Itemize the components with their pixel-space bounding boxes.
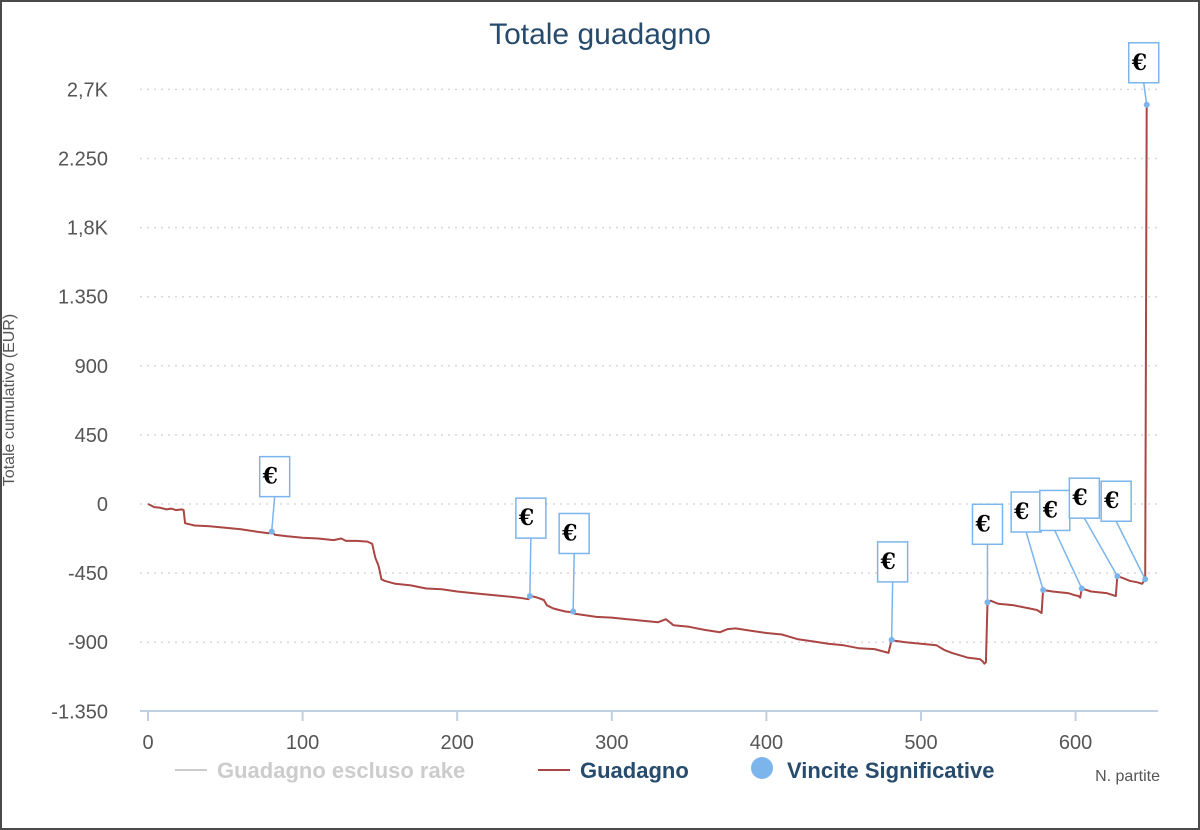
x-tick-label: 500 [904, 732, 937, 754]
highlight-point[interactable] [570, 608, 577, 615]
flag-stem [572, 553, 575, 612]
y-tick-label: 1.350 [58, 287, 108, 309]
series-line-guadagno[interactable] [147, 104, 1148, 665]
highlight-point[interactable] [1142, 576, 1149, 583]
x-tick-label: 200 [441, 732, 474, 754]
flag-box [1010, 491, 1042, 533]
flag-box [1127, 42, 1160, 84]
flag-label: € [1103, 488, 1119, 514]
highlight-point[interactable] [268, 528, 275, 535]
flag-label: € [1013, 499, 1029, 525]
y-tick-label: 0 [97, 494, 108, 516]
y-axis: 2,7K 2.250 1,8K 1.350 900 450 0 -450 -900 -1.350 [51, 79, 108, 723]
highlight-flag[interactable]: € [558, 512, 590, 615]
legend-item[interactable]: Guadagno [538, 758, 689, 783]
highlight-flag[interactable]: € [1127, 42, 1160, 108]
y-tick-label: 450 [75, 425, 108, 447]
flag-label: € [880, 549, 896, 575]
flag-label: € [518, 505, 534, 531]
highlight-flag[interactable]: € [876, 541, 909, 643]
highlight-point[interactable] [1143, 101, 1150, 108]
x-tick-label: 400 [750, 732, 783, 754]
highlight-flag[interactable]: € [1010, 491, 1047, 593]
flag-stem [1083, 517, 1118, 577]
flag-box [258, 455, 291, 498]
flag-stem [890, 581, 894, 640]
legend-label[interactable]: Guadagno escluso rake [217, 758, 465, 783]
y-tick-label: 1,8K [67, 218, 109, 240]
legend-item[interactable]: Vincite Significative [751, 757, 994, 783]
highlight-point[interactable] [984, 599, 991, 606]
flag-label: € [1131, 50, 1147, 76]
x-tick-label: 0 [142, 732, 153, 754]
y-tick-label: 900 [75, 356, 108, 378]
flag-box [971, 503, 1004, 546]
flag-stem [1115, 520, 1146, 580]
legend-item[interactable]: Guadagno escluso rake [175, 758, 465, 783]
flag-stem [270, 496, 276, 532]
y-tick-label: 2,7K [67, 79, 109, 101]
flag-box [1100, 480, 1132, 522]
x-tick-label: 300 [595, 732, 628, 754]
chart-title: Totale guadagno [489, 18, 711, 51]
y-tick-label: 2.250 [58, 149, 108, 171]
highlight-flags: € € € € € € € € € € [258, 42, 1160, 643]
x-tick-label: 100 [286, 732, 319, 754]
highlight-point[interactable] [1078, 585, 1085, 592]
flag-stem [1054, 530, 1083, 589]
highlight-flag[interactable]: € [515, 497, 547, 600]
y-tick-label: -450 [68, 563, 108, 585]
legend[interactable]: Guadagno escluso rake Guadagno Vincite Sig… [175, 757, 994, 783]
x-axis: 0 100 200 300 400 500 600 [140, 710, 1158, 754]
highlight-flag[interactable]: € [1039, 489, 1085, 592]
flag-label: € [561, 520, 577, 546]
flag-stem [1142, 82, 1148, 105]
flag-box [558, 512, 590, 555]
highlight-point[interactable] [1040, 586, 1047, 593]
legend-label[interactable]: Guadagno [580, 758, 689, 783]
flag-box [515, 497, 547, 539]
flag-label: € [262, 464, 278, 490]
flag-stem [529, 538, 532, 597]
flag-stem [1025, 531, 1044, 591]
flag-label: € [1042, 497, 1058, 523]
x-axis-label: N. partite [1095, 768, 1160, 785]
highlight-point[interactable] [888, 636, 895, 643]
highlight-flag[interactable]: € [258, 455, 291, 535]
legend-circle-symbol [751, 757, 773, 779]
highlight-point[interactable] [1114, 573, 1121, 580]
grid [140, 88, 1158, 643]
x-tick-label: 600 [1059, 732, 1092, 754]
highlight-flag[interactable]: € [1100, 480, 1149, 583]
highlight-flag[interactable]: € [971, 503, 1004, 606]
y-tick-label: -1.350 [51, 701, 108, 723]
highlight-point[interactable] [526, 593, 533, 600]
y-axis-label: Totale cumulativo (EUR) [1, 314, 18, 487]
highlight-flag[interactable]: € [1068, 477, 1121, 580]
legend-label[interactable]: Vincite Significative [787, 758, 994, 783]
flag-label: € [974, 511, 990, 537]
flag-box [876, 541, 909, 583]
flag-box [1068, 477, 1101, 519]
y-tick-label: -900 [68, 632, 108, 654]
flag-box [1039, 489, 1071, 532]
series-layer [147, 104, 1148, 665]
flag-label: € [1071, 485, 1087, 511]
